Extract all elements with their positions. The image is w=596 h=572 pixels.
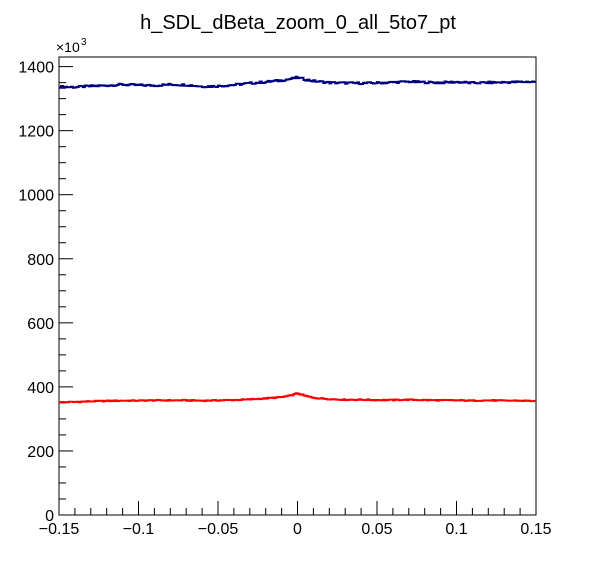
- x-axis: −0.15 −0.1 −0.05 0 0.05 0.1 0.15: [39, 501, 552, 538]
- x-tick-label: −0.15: [39, 521, 80, 538]
- y-tick-label: 400: [27, 380, 54, 397]
- y-axis: 0 200 400 600 800 1000 1200 1400: [18, 60, 73, 525]
- plot-frame: [58, 56, 537, 516]
- y-axis-multiplier: ×10 3: [56, 37, 87, 55]
- y-tick-label: 1200: [18, 124, 54, 141]
- x-tick-label: −0.05: [198, 521, 239, 538]
- x-tick-label: 0.05: [361, 521, 392, 538]
- y-axis-multiplier-base: ×10: [56, 39, 80, 55]
- y-tick-label: 800: [27, 252, 54, 269]
- x-tick-label: 0.1: [445, 521, 467, 538]
- y-tick-label: 200: [27, 444, 54, 461]
- x-tick-label: 0: [293, 521, 302, 538]
- y-tick-label: 1400: [18, 60, 54, 77]
- y-axis-multiplier-exponent: 3: [81, 37, 87, 48]
- chart-title: h_SDL_dBeta_zoom_0_all_5to7_pt: [140, 12, 456, 34]
- y-tick-label: 1000: [18, 188, 54, 205]
- x-tick-label: 0.15: [520, 521, 551, 538]
- x-tick-label: −0.1: [123, 521, 155, 538]
- y-tick-label: 0: [45, 508, 54, 525]
- y-tick-label: 600: [27, 316, 54, 333]
- series-line-2: [59, 392, 536, 404]
- series-line-1: [59, 75, 536, 89]
- series-layer: [59, 75, 536, 404]
